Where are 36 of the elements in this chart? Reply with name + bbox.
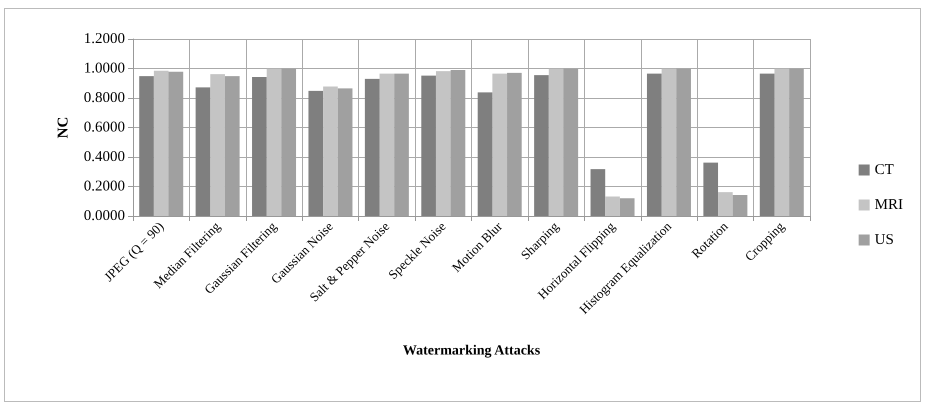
bar (210, 74, 225, 216)
y-tick-label: 0.2000 (84, 178, 125, 194)
bar (534, 75, 549, 216)
bar (139, 76, 154, 216)
bar (662, 68, 676, 216)
bar (703, 162, 718, 216)
bar (421, 76, 436, 216)
bar (492, 74, 508, 216)
bar (760, 74, 774, 216)
bar (548, 68, 564, 216)
y-tick-label: 0.0000 (84, 208, 125, 224)
bar (196, 87, 210, 216)
bar (252, 77, 267, 216)
y-tick-label: 0.4000 (84, 149, 125, 165)
legend-label: US (874, 232, 894, 248)
y-axis-title: NC (56, 116, 72, 138)
bar (308, 90, 324, 216)
bar (605, 196, 620, 216)
bar (380, 74, 394, 216)
bar (590, 169, 606, 216)
x-axis-title: Watermarking Attacks (402, 344, 541, 358)
bar (774, 68, 790, 216)
bar (478, 92, 492, 216)
legend-label: CT (874, 162, 894, 178)
y-tick-label: 0.8000 (84, 90, 125, 106)
bar (364, 78, 380, 216)
bar (436, 71, 451, 216)
bar (646, 74, 662, 216)
bar (154, 70, 169, 216)
bar (266, 68, 282, 216)
bar (323, 86, 338, 216)
y-tick-label: 0.6000 (84, 120, 125, 136)
y-tick-label: 1.2000 (84, 31, 125, 47)
y-tick-label: 1.0000 (84, 60, 125, 76)
legend-label: MRI (874, 197, 904, 213)
bar (718, 192, 733, 216)
